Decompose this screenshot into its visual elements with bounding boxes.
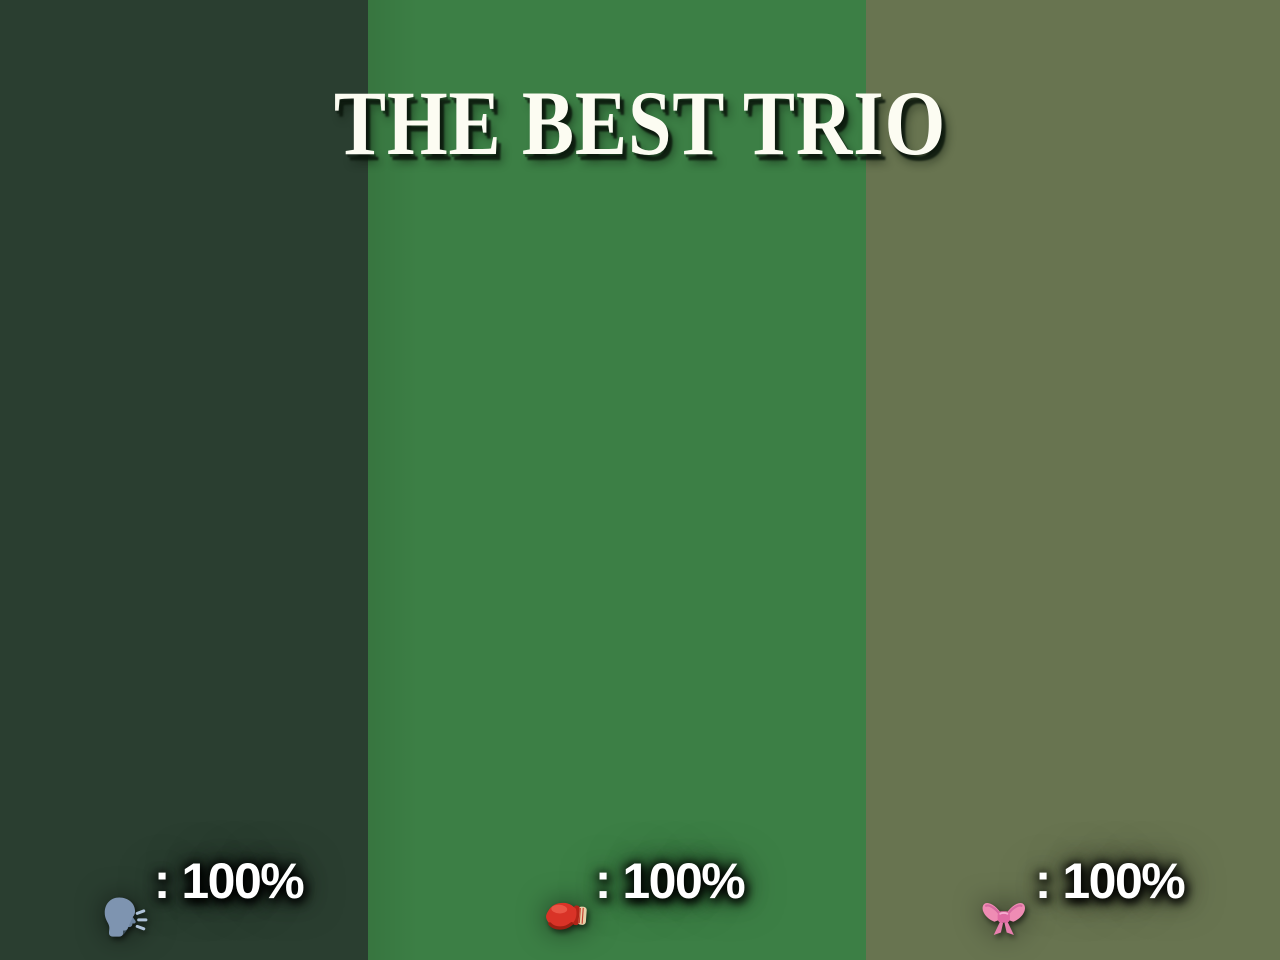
speaking-head-icon (97, 855, 149, 937)
score-label-left: : 100% (97, 852, 305, 937)
panel-right (866, 0, 1280, 960)
panel-middle (368, 0, 866, 960)
page-title: THE BEST TRIO (333, 72, 947, 174)
score-label-middle: : 100% (538, 852, 746, 930)
score-value: : 100% (1034, 853, 1186, 909)
score-label-right: : 100% (978, 852, 1186, 936)
panel-left (0, 0, 368, 960)
ribbon-bow-icon (978, 855, 1030, 936)
boxing-glove-icon (538, 855, 590, 930)
score-value: : 100% (153, 853, 305, 909)
score-value: : 100% (594, 853, 746, 909)
